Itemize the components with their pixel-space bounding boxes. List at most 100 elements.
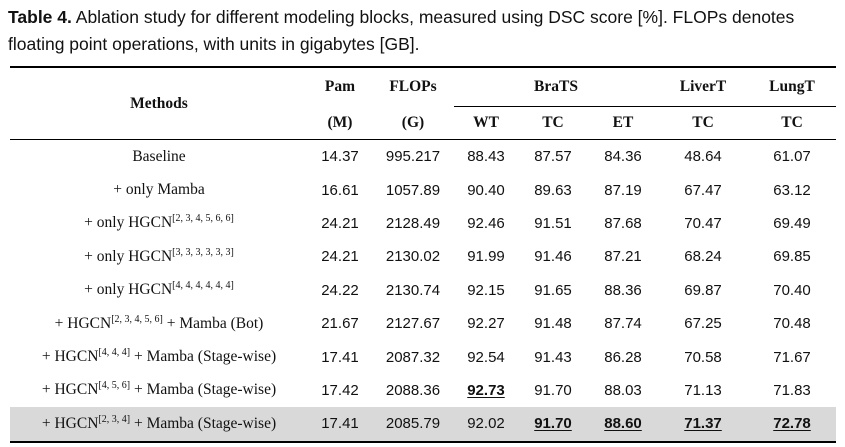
cell-et: 86.28 [588,340,658,373]
value-lung: 63.12 [773,181,811,199]
header-wt: WT [454,106,518,140]
value-pam: 24.21 [321,248,359,266]
method-suffix: + Mamba (Stage-wise) [130,348,277,366]
table-row: + HGCN[4, 4, 4] + Mamba (Stage-wise) 17.4… [10,340,836,373]
table-row: Baseline 14.37 995.217 88.43 87.57 84.36 48.64… [10,140,836,174]
cell-wt: 92.73 [454,374,518,407]
ablation-table: Methods Pam FLOPs BraTS LiverT LungT (M)… [10,66,837,443]
cell-liver: 71.13 [658,374,748,407]
method-suffix: + Mamba (Stage-wise) [130,414,277,432]
header-tc: TC [518,106,588,140]
value-wt: 92.73 [467,381,505,399]
header-methods: Methods [10,66,308,140]
header-flops: FLOPs [372,66,454,107]
method-config: [2, 3, 4, 5, 6, 6] [172,213,234,225]
value-pam: 21.67 [321,315,359,333]
method-cell: + only HGCN[2, 3, 4, 5, 6, 6] [10,207,308,240]
cell-pam: 16.61 [308,173,372,206]
cell-liver: 67.47 [658,173,748,206]
method-name: + HGCN [41,414,99,432]
header-lung-tc: TC [748,106,837,140]
cell-flops: 2130.74 [372,274,454,307]
method-suffix: + Mamba (Stage-wise) [130,381,277,399]
cell-flops: 995.217 [372,140,454,174]
value-tc: 91.43 [534,348,572,366]
cell-pam: 17.41 [308,407,372,443]
value-liver: 48.64 [684,148,722,166]
value-et: 86.28 [604,348,642,366]
cell-lung: 70.40 [748,274,836,307]
method-name: + only HGCN [84,281,173,299]
cell-liver: 48.64 [658,140,748,174]
value-flops: 2087.32 [385,348,441,366]
cell-tc: 91.70 [518,407,588,443]
value-lung: 69.85 [773,248,811,266]
value-et: 88.60 [604,415,642,433]
method-cell: + HGCN[4, 4, 4] + Mamba (Stage-wise) [10,340,308,373]
cell-tc: 91.65 [518,274,588,307]
method-cell: + HGCN[2, 3, 4, 5, 6] + Mamba (Bot) [10,307,308,340]
cell-et: 87.19 [588,173,658,206]
method-cell: + HGCN[4, 5, 6] + Mamba (Stage-wise) [10,374,308,407]
header-pam: Pam [308,66,372,107]
table-body: Baseline 14.37 995.217 88.43 87.57 84.36 48.64… [10,140,837,443]
table-row: + only HGCN[2, 3, 4, 5, 6, 6] 24.21 2128.4… [10,207,836,240]
value-lung: 70.48 [773,315,811,333]
table-row: + only HGCN[3, 3, 3, 3, 3, 3] 24.21 2130.0… [10,240,836,273]
method-config: [3, 3, 3, 3, 3, 3] [172,246,234,258]
cell-wt: 90.40 [454,173,518,206]
method-name: + HGCN [54,314,112,332]
cell-liver: 70.58 [658,340,748,373]
method-name: + HGCN [41,381,99,399]
cell-pam: 24.21 [308,240,372,273]
cell-wt: 92.46 [454,207,518,240]
value-et: 87.21 [604,248,642,266]
method-name: + only Mamba [113,181,205,199]
method-cell: + HGCN[2, 3, 4] + Mamba (Stage-wise) [10,407,308,443]
method-cell: + only Mamba [10,173,308,206]
value-liver: 67.47 [684,181,722,199]
value-pam: 17.41 [321,348,359,366]
value-pam: 17.42 [321,381,359,399]
header-liver-tc: TC [658,106,749,140]
method-suffix: + Mamba (Bot) [162,314,264,332]
value-wt: 92.15 [467,281,505,299]
cell-wt: 92.15 [454,274,518,307]
cell-et: 87.74 [588,307,658,340]
method-cell: Baseline [10,140,308,174]
value-flops: 2128.49 [385,214,441,232]
method-name: + HGCN [41,348,99,366]
value-tc: 89.63 [534,181,572,199]
cell-wt: 91.99 [454,240,518,273]
cell-flops: 1057.89 [372,173,454,206]
cell-pam: 24.22 [308,274,372,307]
value-flops: 2127.67 [385,315,441,333]
value-pam: 17.41 [321,415,359,433]
cell-wt: 92.27 [454,307,518,340]
cell-et: 84.36 [588,140,658,174]
value-tc: 91.70 [534,415,572,433]
value-flops: 995.217 [385,148,441,166]
cell-et: 88.03 [588,374,658,407]
cell-lung: 72.78 [748,407,837,443]
value-wt: 92.46 [467,214,505,232]
value-pam: 16.61 [321,181,359,199]
caption-text: Ablation study for different modeling bl… [8,7,795,54]
value-lung: 71.67 [773,348,811,366]
cell-flops: 2085.79 [372,407,454,443]
value-lung: 61.07 [773,148,811,166]
cell-pam: 24.21 [308,207,372,240]
cell-liver: 67.25 [658,307,748,340]
cell-et: 88.36 [588,274,658,307]
value-wt: 92.27 [467,315,505,333]
cell-lung: 63.12 [748,173,836,206]
header-livert: LiverT [658,66,749,107]
cell-wt: 92.02 [454,407,518,443]
cell-flops: 2087.32 [372,340,454,373]
value-lung: 72.78 [773,415,811,433]
table-row: + HGCN[2, 3, 4, 5, 6] + Mamba (Bot) 21.67… [10,307,836,340]
value-liver: 70.58 [684,348,722,366]
cell-pam: 17.42 [308,374,372,407]
value-liver: 68.24 [684,248,722,266]
table-row: + HGCN[4, 5, 6] + Mamba (Stage-wise) 17.4… [10,374,836,407]
